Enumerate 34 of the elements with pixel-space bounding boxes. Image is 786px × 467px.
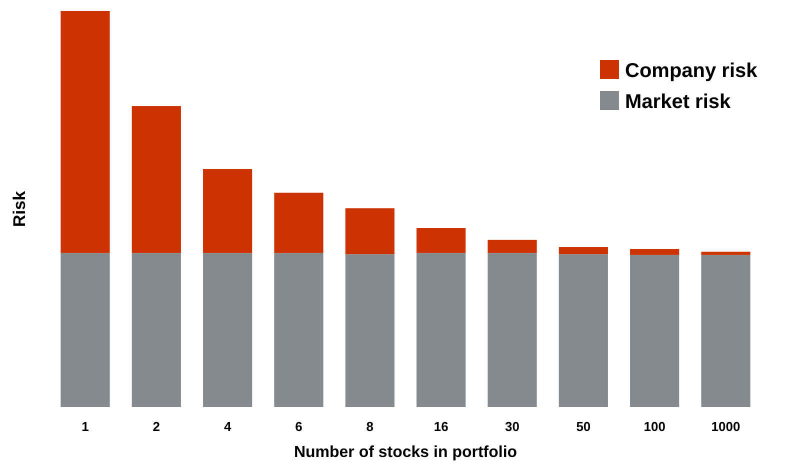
bar: [60, 252, 110, 407]
x-tick-label: 6: [295, 419, 302, 434]
bar: [203, 252, 252, 407]
legend-label: Market risk: [625, 91, 732, 113]
x-tick-label: 1000: [711, 419, 740, 434]
bar: [132, 252, 181, 407]
bar: [274, 192, 324, 253]
x-axis-title: Number of stocks in portfolio: [294, 444, 518, 461]
bar: [416, 252, 466, 407]
x-tick-label: 100: [644, 419, 666, 434]
bar: [488, 252, 537, 407]
bar: [558, 254, 608, 407]
bar: [274, 252, 324, 407]
bar: [203, 169, 252, 253]
x-tick-label: 2: [152, 419, 160, 434]
x-tick-label: 1: [82, 419, 89, 434]
bar: [345, 254, 394, 407]
legend-label: Company risk: [625, 60, 758, 82]
x-tick-label: 50: [576, 419, 591, 434]
x-tick-label: 4: [224, 419, 232, 434]
x-tick-label: 30: [505, 419, 520, 434]
bar: [630, 254, 680, 407]
bar: [416, 228, 466, 253]
x-tick-label: 16: [434, 419, 448, 434]
bar: [132, 106, 181, 253]
bar: [60, 11, 110, 253]
bar: [488, 240, 537, 253]
x-tick-label: 8: [366, 419, 374, 434]
bar: [630, 248, 680, 255]
bar: [701, 254, 750, 407]
bar: [701, 252, 750, 255]
bar: [345, 208, 394, 254]
bar: [558, 247, 608, 254]
y-axis-title: Risk: [10, 190, 29, 227]
